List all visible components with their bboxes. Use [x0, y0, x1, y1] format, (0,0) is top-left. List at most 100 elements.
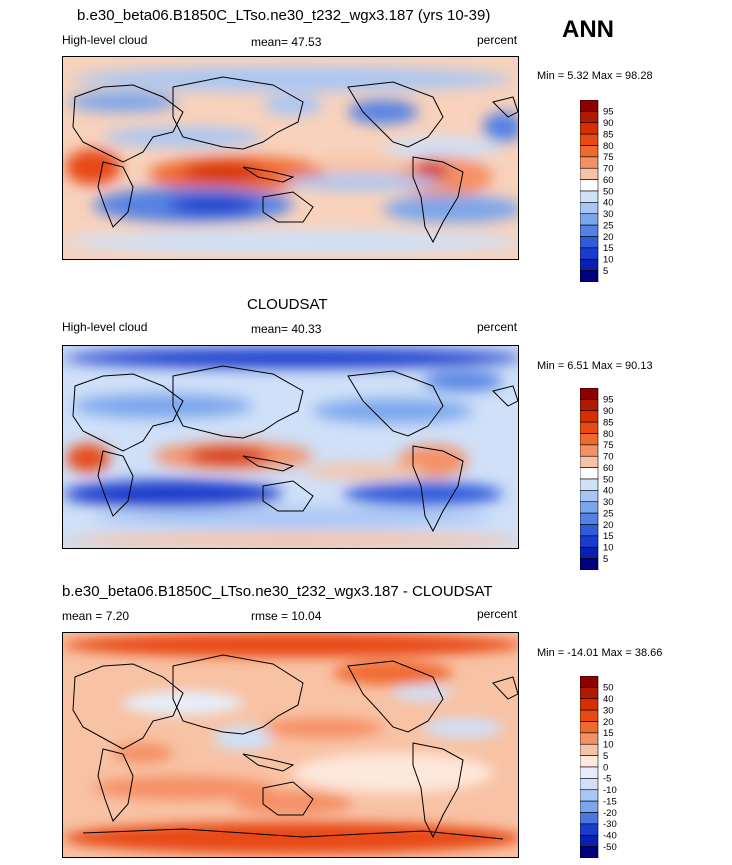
- colorbar-swatch: [579, 846, 599, 859]
- colorbar-swatch: [579, 478, 599, 491]
- colorbar-tick-label: 15: [603, 728, 614, 739]
- colorbar-swatch: [579, 778, 599, 791]
- colorbar-tick-label: 30: [603, 705, 614, 716]
- colorbar-tick-label: 40: [603, 198, 614, 209]
- colorbar-swatch: [579, 122, 599, 135]
- colorbar-tick-label: -50: [603, 842, 617, 853]
- colorbar-swatch: [579, 179, 599, 192]
- panel1-map: [62, 56, 519, 260]
- colorbar-swatch: [579, 501, 599, 514]
- colorbar-tick-label: 70: [603, 452, 614, 463]
- colorbar-swatch: [579, 812, 599, 825]
- colorbar-tick-label: -5: [603, 774, 611, 785]
- colorbar-tick-label: 40: [603, 486, 614, 497]
- colorbar-swatch: [579, 743, 599, 756]
- colorbar-tick-label: 20: [603, 232, 614, 243]
- colorbar-swatch: [579, 213, 599, 226]
- panel2-min-max: Min = 6.51 Max = 90.13: [537, 360, 653, 372]
- colorbar-tick-label: 40: [603, 694, 614, 705]
- colorbar-tick-label: 95: [603, 395, 614, 406]
- colorbar-swatch: [579, 467, 599, 480]
- colorbar-tick-label: 10: [603, 255, 614, 266]
- colorbar-swatch: [579, 421, 599, 434]
- panel2-variable-label: High-level cloud: [62, 320, 148, 334]
- panel3-map: [62, 632, 519, 858]
- panel3-title: b.e30_beta06.B1850C_LTso.ne30_t232_wgx3.…: [62, 583, 493, 600]
- colorbar-tick-label: 5: [603, 266, 608, 277]
- panel3-rmse-label: rmse = 10.04: [251, 609, 322, 623]
- colorbar-swatch: [579, 698, 599, 711]
- colorbar-tick-label: 10: [603, 543, 614, 554]
- colorbar-tick-label: -30: [603, 819, 617, 830]
- colorbar-tick-label: 5: [603, 554, 608, 565]
- panel1-colorbar: 95 90 85 80 75 70 60 50 40 30 25 20 15 10 5: [579, 99, 630, 283]
- colorbar-tick-label: 75: [603, 440, 614, 451]
- panel3-units-label: percent: [477, 607, 518, 621]
- panel1-min-max: Min = 5.32 Max = 98.28: [537, 70, 653, 82]
- colorbar-tick-label: 50: [603, 474, 614, 485]
- colorbar-swatch: [579, 558, 599, 571]
- colorbar-swatch: [579, 546, 599, 559]
- colorbar-swatch: [579, 675, 599, 688]
- colorbar-swatch: [579, 247, 599, 260]
- colorbar-tick-label: 90: [603, 406, 614, 417]
- colorbar-swatch: [579, 99, 599, 112]
- colorbar-tick-label: 75: [603, 152, 614, 163]
- colorbar-swatch: [579, 433, 599, 446]
- colorbar-swatch: [579, 224, 599, 237]
- colorbar-swatch: [579, 823, 599, 836]
- panel3-mean-label: mean = 7.20: [62, 609, 130, 623]
- colorbar-tick-label: 25: [603, 508, 614, 519]
- colorbar-tick-label: 50: [603, 186, 614, 197]
- panel1-title: b.e30_beta06.B1850C_LTso.ne30_t232_wgx3.…: [77, 7, 491, 24]
- colorbar-tick-label: 95: [603, 107, 614, 118]
- colorbar-tick-label: 60: [603, 175, 614, 186]
- colorbar-tick-label: 90: [603, 118, 614, 129]
- colorbar-tick-label: 80: [603, 429, 614, 440]
- colorbar-swatch: [579, 236, 599, 249]
- colorbar-swatch: [579, 789, 599, 802]
- season-label: ANN: [562, 16, 614, 43]
- colorbar-swatch: [579, 732, 599, 745]
- colorbar-tick-label: 30: [603, 209, 614, 220]
- colorbar-swatch: [579, 258, 599, 271]
- colorbar-swatch: [579, 687, 599, 700]
- colorbar-tick-label: 70: [603, 164, 614, 175]
- colorbar-tick-label: 20: [603, 520, 614, 531]
- colorbar-swatch: [579, 721, 599, 734]
- colorbar-swatch: [579, 270, 599, 283]
- colorbar-tick-label: 30: [603, 497, 614, 508]
- colorbar-tick-label: 85: [603, 417, 614, 428]
- panel2-map: [62, 345, 519, 549]
- colorbar-tick-label: -20: [603, 808, 617, 819]
- colorbar-swatch: [579, 190, 599, 203]
- colorbar-swatch: [579, 156, 599, 169]
- colorbar-tick-label: 15: [603, 531, 614, 542]
- colorbar-tick-label: 20: [603, 717, 614, 728]
- colorbar-tick-label: 15: [603, 243, 614, 254]
- colorbar-tick-label: 85: [603, 129, 614, 140]
- colorbar-swatch: [579, 145, 599, 158]
- colorbar-swatch: [579, 800, 599, 813]
- panel2-mean-label: mean= 40.33: [251, 322, 322, 336]
- panel2-units-label: percent: [477, 320, 518, 334]
- colorbar-swatch: [579, 111, 599, 124]
- colorbar-swatch: [579, 709, 599, 722]
- panel1-variable-label: High-level cloud: [62, 33, 148, 47]
- colorbar-swatch: [579, 444, 599, 457]
- colorbar-swatch: [579, 834, 599, 847]
- colorbar-tick-label: 80: [603, 141, 614, 152]
- colorbar-swatch: [579, 512, 599, 525]
- colorbar-tick-label: 60: [603, 463, 614, 474]
- colorbar-swatch: [579, 387, 599, 400]
- colorbar-tick-label: 50: [603, 683, 614, 694]
- colorbar-swatch: [579, 490, 599, 503]
- colorbar-swatch: [579, 755, 599, 768]
- colorbar-tick-label: -10: [603, 785, 617, 796]
- colorbar-swatch: [579, 766, 599, 779]
- colorbar-tick-label: 0: [603, 762, 608, 773]
- panel2-colorbar: 95 90 85 80 75 70 60 50 40 30 25 20 15 10 5: [579, 387, 630, 571]
- colorbar-swatch: [579, 535, 599, 548]
- colorbar-swatch: [579, 455, 599, 468]
- colorbar-swatch: [579, 410, 599, 423]
